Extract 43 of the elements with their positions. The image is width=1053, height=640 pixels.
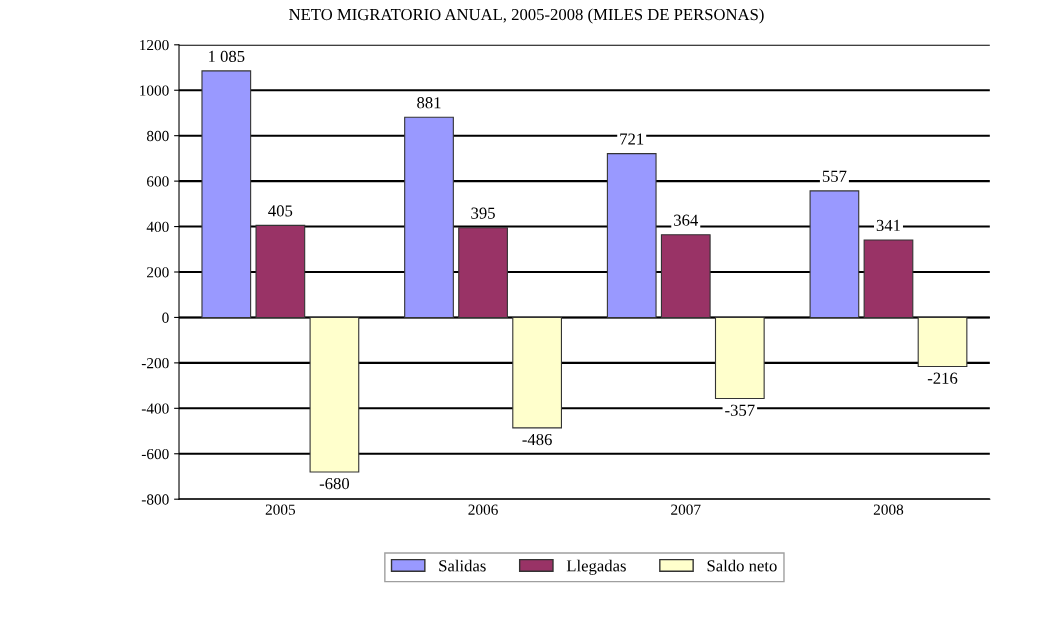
x-tick-label: 2007 <box>671 504 701 515</box>
data-label: 557 <box>822 170 847 182</box>
bar <box>404 116 454 318</box>
legend-label: Saldo neto <box>707 559 777 572</box>
y-tick-label: 400 <box>146 221 169 233</box>
bar <box>714 316 765 400</box>
y-tick-label: 200 <box>147 267 169 278</box>
y-tick-label: -800 <box>141 494 169 505</box>
data-label: 364 <box>674 214 699 226</box>
x-tick-label: 2008 <box>873 504 904 515</box>
x-tick-label: 2006 <box>468 504 498 515</box>
y-tick-label: 600 <box>147 176 169 187</box>
data-label: 341 <box>876 219 900 232</box>
data-label: 395 <box>471 207 495 219</box>
bar <box>917 316 968 368</box>
data-label: 405 <box>268 205 293 217</box>
bar <box>255 224 306 318</box>
y-tick-label: 800 <box>146 130 169 142</box>
data-label: 881 <box>417 97 441 109</box>
y-tick-label: -600 <box>141 448 169 460</box>
bar <box>809 190 860 318</box>
legend-label: Salidas <box>439 559 486 572</box>
bar <box>512 316 562 429</box>
bar <box>458 227 508 318</box>
data-label: -680 <box>319 477 350 490</box>
data-label: -216 <box>927 372 958 384</box>
bar <box>863 239 914 318</box>
data-label: 1 085 <box>209 50 245 62</box>
bar <box>309 316 360 473</box>
y-tick-label: -400 <box>141 403 169 414</box>
y-tick-label: -200 <box>141 358 169 369</box>
y-tick-label: 0 <box>162 312 169 323</box>
data-label: -357 <box>725 404 755 416</box>
legend-label: Llegadas <box>566 559 626 575</box>
data-label: -486 <box>522 433 552 446</box>
chart-title: NETO MIGRATORIO ANUAL, 2005-2008 (MILES DE PERSONAS) <box>289 8 764 24</box>
x-tick-label: 2005 <box>265 504 296 515</box>
data-label: 721 <box>620 133 644 145</box>
y-tick-label: 1000 <box>140 85 169 96</box>
bar <box>201 70 252 318</box>
y-tick-label: 1200 <box>140 39 169 51</box>
bar <box>660 234 711 318</box>
bar <box>606 153 657 318</box>
